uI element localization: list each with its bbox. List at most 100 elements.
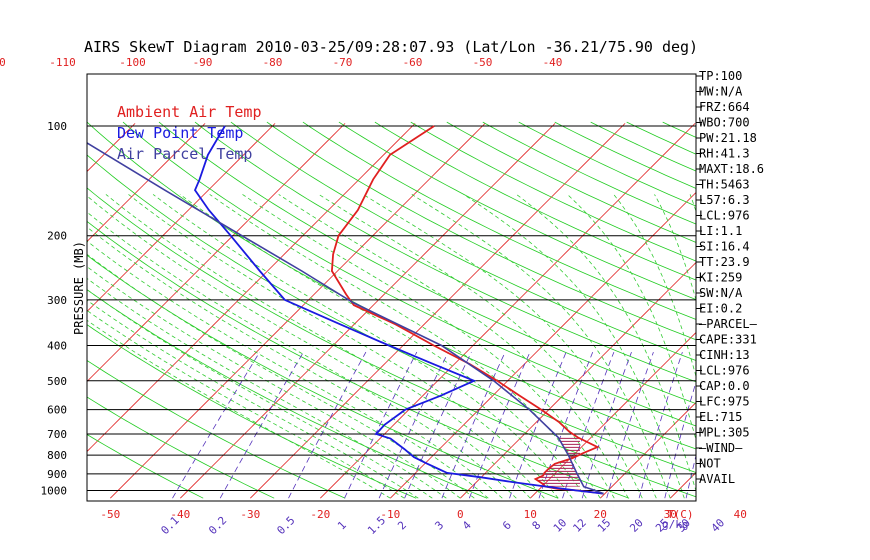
mixing-ratio-line — [344, 351, 418, 499]
top-temp-tick-label: -110 — [49, 56, 76, 69]
top-temp-tick-label: -40 — [543, 56, 563, 69]
bottom-temp-tick-label: 20 — [594, 508, 607, 521]
moist-adiabat-line — [516, 194, 696, 493]
sidebar-stat: KI:259 — [699, 271, 742, 285]
top-temp-tick-label: -60 — [403, 56, 423, 69]
mixing-ratio-line — [441, 351, 506, 499]
dry-adiabat-line — [771, 122, 870, 498]
sidebar-stat: CAPE:331 — [699, 333, 757, 347]
plot-frame — [86, 73, 697, 502]
isotherm-line — [460, 261, 696, 499]
sidebar-stat: SI:16.4 — [699, 240, 750, 254]
mixing-ratio-tick-label: 0.5 — [274, 514, 297, 537]
sidebar-stat: EI:0.2 — [699, 302, 742, 316]
sidebar-stat: WBO:700 — [699, 116, 750, 130]
sidebar-stat: TT:23.9 — [699, 255, 750, 269]
mixing-ratio-tick-label: 3 — [432, 519, 446, 533]
sidebar-stat: LFC:975 — [699, 395, 750, 409]
dry-adiabat-line — [230, 121, 696, 361]
mixing-ratio-tick-label: 1 — [335, 519, 349, 533]
moist-adiabat-line — [87, 240, 489, 499]
legend-entry: Dew Point Temp — [117, 124, 243, 142]
dry-adiabat-line — [194, 121, 696, 383]
bottom-temp-tick-label: -10 — [380, 508, 400, 521]
moist-adiabat-line — [613, 194, 696, 379]
mixing-ratio-tick-label: 2 — [395, 519, 409, 533]
sidebar-stat: LCL:976 — [699, 209, 750, 223]
sidebar-stat: MPL:305 — [699, 426, 750, 440]
moist-adiabat-line — [87, 309, 405, 499]
legend-entry: Ambient Air Temp — [117, 103, 262, 121]
mixing-ratio-line — [468, 351, 531, 499]
dry-adiabat-line — [302, 121, 696, 320]
pressure-tick-label: 300 — [47, 294, 67, 307]
pressure-tick-label: 400 — [47, 339, 67, 352]
isotherm-line — [390, 191, 696, 499]
bottom-temp-tick-label: -50 — [100, 508, 120, 521]
moist-adiabat-line — [179, 194, 587, 499]
mixing-ratio-line — [378, 351, 449, 499]
dry-adiabat-line — [338, 121, 696, 300]
isotherm-line — [87, 123, 346, 383]
dry-adiabat-line — [735, 122, 870, 498]
mixing-ratio-tick-label: 6 — [500, 519, 514, 533]
sidebar-stat: LCL:976 — [699, 364, 750, 378]
pressure-tick-label: 500 — [47, 375, 67, 388]
y-axis-label: PRESSURE (MB) — [72, 241, 86, 335]
dry-adiabat-line — [87, 220, 630, 499]
sidebar-stat: AVAIL — [699, 472, 735, 486]
dry-adiabat-line — [662, 121, 696, 138]
pressure-tick-label: 900 — [47, 468, 67, 481]
dry-adiabat-line — [554, 121, 696, 189]
moist-adiabat-line — [362, 194, 657, 499]
top-temp-tick-label: -90 — [193, 56, 213, 69]
pressure-tick-label: 100 — [47, 120, 67, 133]
sidebar-stat: TP:100 — [699, 69, 742, 83]
mixing-ratio-line — [172, 351, 261, 499]
sidebar-stat: MW:N/A — [699, 85, 743, 99]
moist-adiabat-line — [318, 194, 643, 499]
dry-adiabat-line — [446, 121, 696, 243]
chart-title: AIRS SkewT Diagram 2010-03-25/09:28:07.9… — [84, 38, 698, 56]
mixing-ratio-unit-label: g/kg — [662, 518, 689, 531]
dewpoint-profile — [193, 125, 604, 495]
sidebar-stat: PW:21.18 — [699, 131, 757, 145]
sidebar-stat: CAP:0.0 — [699, 379, 750, 393]
sidebar-stat: L57:6.3 — [699, 193, 750, 207]
moist-adiabat-line — [87, 253, 475, 499]
sidebar-stat: TH:5463 — [699, 178, 750, 192]
pressure-tick-label: 200 — [47, 230, 67, 243]
bottom-temp-tick-label: 40 — [734, 508, 747, 521]
pressure-tick-label: 600 — [47, 404, 67, 417]
bottom-temp-tick-label: 10 — [524, 508, 537, 521]
top-temp-tick-label: -100 — [119, 56, 146, 69]
temp-unit-label: T(C) — [667, 508, 694, 521]
dry-adiabat-line — [158, 121, 696, 405]
moist-adiabat-line — [87, 195, 531, 499]
dry-adiabat-line — [87, 359, 346, 499]
isotherm-line — [87, 123, 136, 173]
sidebar-stat: MAXT:18.6 — [699, 162, 764, 176]
bottom-temp-tick-label: -20 — [310, 508, 330, 521]
dry-adiabat-line — [87, 434, 204, 499]
moist-adiabat-line — [87, 211, 517, 499]
sidebar-stat: EL:715 — [699, 410, 742, 424]
ambient-temp-profile — [330, 125, 604, 495]
dry-adiabat-line — [482, 121, 696, 225]
isotherm-line — [740, 123, 870, 498]
isotherm-line — [600, 401, 696, 499]
sidebar-stat: FRZ:664 — [699, 100, 750, 114]
isotherm-line — [320, 123, 696, 499]
top-temp-tick-label: -70 — [333, 56, 353, 69]
moist-adiabat-line — [463, 194, 685, 499]
dry-adiabat-line — [518, 121, 696, 207]
dry-adiabat-line — [87, 396, 275, 499]
sidebar-stat: LI:1.1 — [699, 224, 742, 238]
mixing-ratio-tick-label: 20 — [627, 516, 646, 535]
bottom-temp-tick-label: 0 — [457, 508, 464, 521]
mixing-ratio-tick-label: 4 — [460, 518, 474, 532]
bottom-temp-tick-label: -30 — [240, 508, 260, 521]
sidebar-stat: —PARCEL— — [699, 317, 758, 331]
top-temp-tick-label: -50 — [473, 56, 493, 69]
